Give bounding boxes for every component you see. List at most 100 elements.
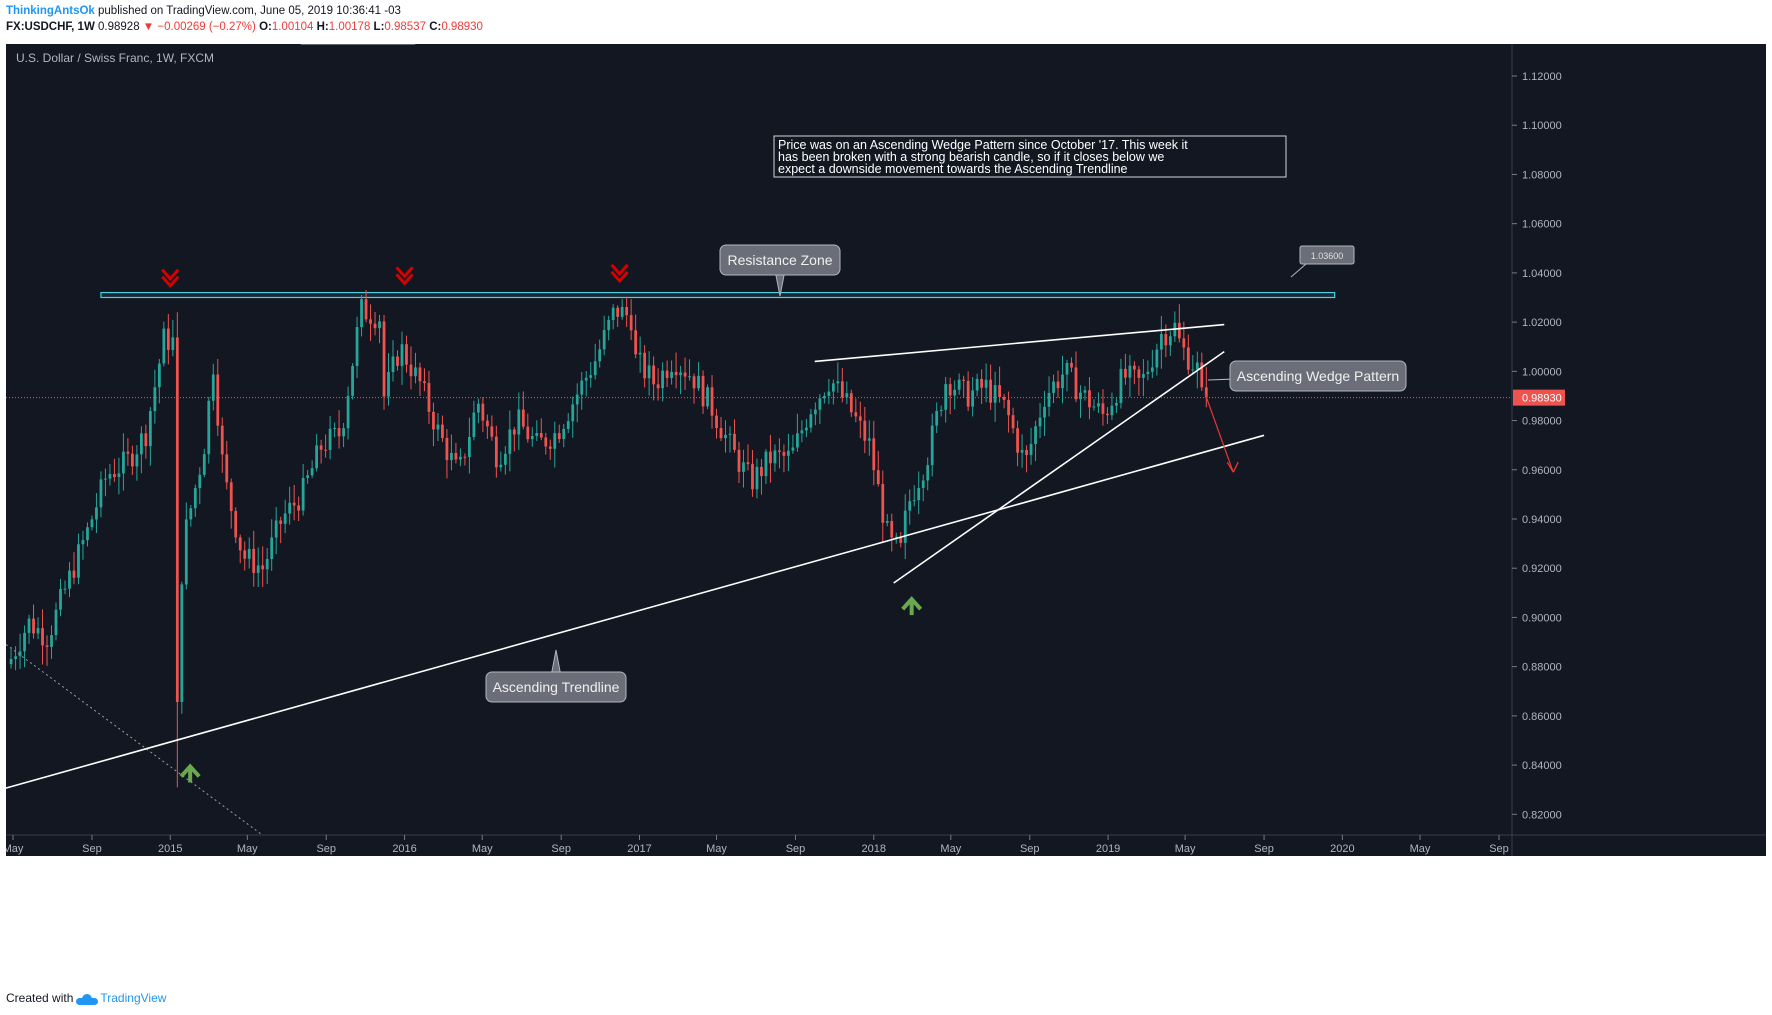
candle-body <box>566 421 570 429</box>
candle-body <box>930 425 934 466</box>
candle-body <box>503 453 507 465</box>
note-line: expect a downside movement towards the A… <box>778 162 1128 176</box>
candle-body <box>207 400 211 455</box>
candle-body <box>688 376 691 378</box>
drawings-group <box>6 323 1265 789</box>
wedge-upper-line <box>814 323 1225 363</box>
candle-body <box>189 508 193 520</box>
low-label: L: <box>373 21 385 33</box>
callout-box <box>719 244 841 276</box>
candle-body <box>369 319 372 324</box>
candle-body <box>849 393 853 413</box>
candle-body <box>1137 369 1141 378</box>
y-tick-label: 0.94000 <box>1522 514 1562 526</box>
candle-body <box>751 464 754 490</box>
low-value: 0.98537 <box>384 21 426 33</box>
candle-body <box>544 437 548 447</box>
candle-body <box>494 436 498 468</box>
callout-label: Resistance Zone <box>727 252 832 268</box>
candle-body <box>265 559 269 570</box>
last-price: 0.98928 <box>98 21 140 33</box>
candle-body <box>611 307 615 321</box>
candle-body <box>193 488 197 509</box>
note-box: Price was on an Ascending Wedge Pattern … <box>773 135 1287 178</box>
y-tick-label: 1.00000 <box>1522 366 1562 378</box>
candle-body <box>894 536 898 538</box>
candle-body <box>638 352 642 355</box>
candle-body <box>41 628 44 646</box>
x-tick-label: 2017 <box>627 843 651 855</box>
candle-body <box>153 387 157 412</box>
candle-body <box>50 635 53 647</box>
footer: Created with TradingView <box>6 991 166 1005</box>
candle-body <box>355 327 359 366</box>
candle-body <box>1182 338 1186 348</box>
candle-body <box>472 412 476 437</box>
candle-body <box>59 589 62 610</box>
candle-body <box>310 468 314 476</box>
green-up-arrow-icon <box>901 596 923 616</box>
candle-body <box>373 323 377 329</box>
candle-body <box>890 520 894 538</box>
tradingview-brand-link[interactable]: TradingView <box>100 991 167 1005</box>
published-text: published on TradingView.com, June 05, 2… <box>98 5 401 17</box>
candle-body <box>980 378 984 388</box>
candle-body <box>14 656 17 660</box>
candle-body <box>1177 322 1181 339</box>
y-tick-label: 0.82000 <box>1522 809 1562 821</box>
candle-body <box>593 361 597 376</box>
candles-group[interactable] <box>9 290 1208 788</box>
candle-body <box>1007 399 1010 416</box>
candle-body <box>68 570 71 589</box>
chart-background <box>6 44 1766 984</box>
tradingview-logo-icon <box>76 993 99 1005</box>
price-chart[interactable]: 1.12000 1.10000 1.08000 1.06000 1.04000 1.020… <box>6 44 1766 984</box>
red-down-arrow-icon <box>610 263 629 284</box>
callout-label: Ascending Trendline <box>493 679 620 695</box>
open-value: 1.00104 <box>271 21 314 33</box>
symbol-info: FX:USDCHF, 1W 0.98928 ▼ −0.00269 (−0.27%… <box>6 21 483 33</box>
y-tick-label: 1.12000 <box>1522 71 1562 83</box>
price-change: −0.00269 (−0.27%) <box>157 21 256 33</box>
below-chart-area <box>6 856 1766 984</box>
candle-body <box>450 452 453 461</box>
grid-lines <box>6 397 1512 835</box>
y-tick-label: 1.04000 <box>1522 268 1562 280</box>
author-link[interactable]: ThinkingAntsOk <box>6 5 95 17</box>
candle-body <box>746 462 750 465</box>
candle-body <box>301 477 305 511</box>
candle-body <box>459 456 462 460</box>
candle-body <box>333 428 336 430</box>
candle-body <box>220 425 224 455</box>
x-tick-label: 2015 <box>158 843 182 855</box>
candle-body <box>1159 334 1163 350</box>
projection-arrowhead <box>1226 461 1239 473</box>
candle-body <box>1115 403 1118 406</box>
candle-body <box>1002 397 1006 400</box>
down-triangle-icon: ▼ <box>142 21 155 33</box>
candle-body <box>117 473 121 478</box>
candle-body <box>95 507 98 520</box>
candle-body <box>247 548 251 559</box>
candle-body <box>99 479 103 508</box>
candle-body <box>122 451 125 474</box>
candle-body <box>647 365 651 379</box>
candle-body <box>1146 371 1150 374</box>
candle-body <box>243 550 247 559</box>
x-tick-label: Sep <box>316 843 336 855</box>
candle-body <box>876 470 880 485</box>
candle-body <box>706 387 709 407</box>
callout-box <box>485 671 627 703</box>
candle-body <box>926 465 930 481</box>
candle-body <box>63 588 67 590</box>
candle-body <box>755 466 759 490</box>
candle-body <box>697 375 700 389</box>
candle-body <box>804 427 808 431</box>
candle-body <box>517 409 521 435</box>
candle-body <box>364 299 368 320</box>
candle-body <box>423 381 426 384</box>
candle-body <box>1186 347 1190 370</box>
candle-body <box>508 429 512 454</box>
candle-body <box>867 438 871 441</box>
y-tick-label: 0.86000 <box>1522 711 1562 723</box>
